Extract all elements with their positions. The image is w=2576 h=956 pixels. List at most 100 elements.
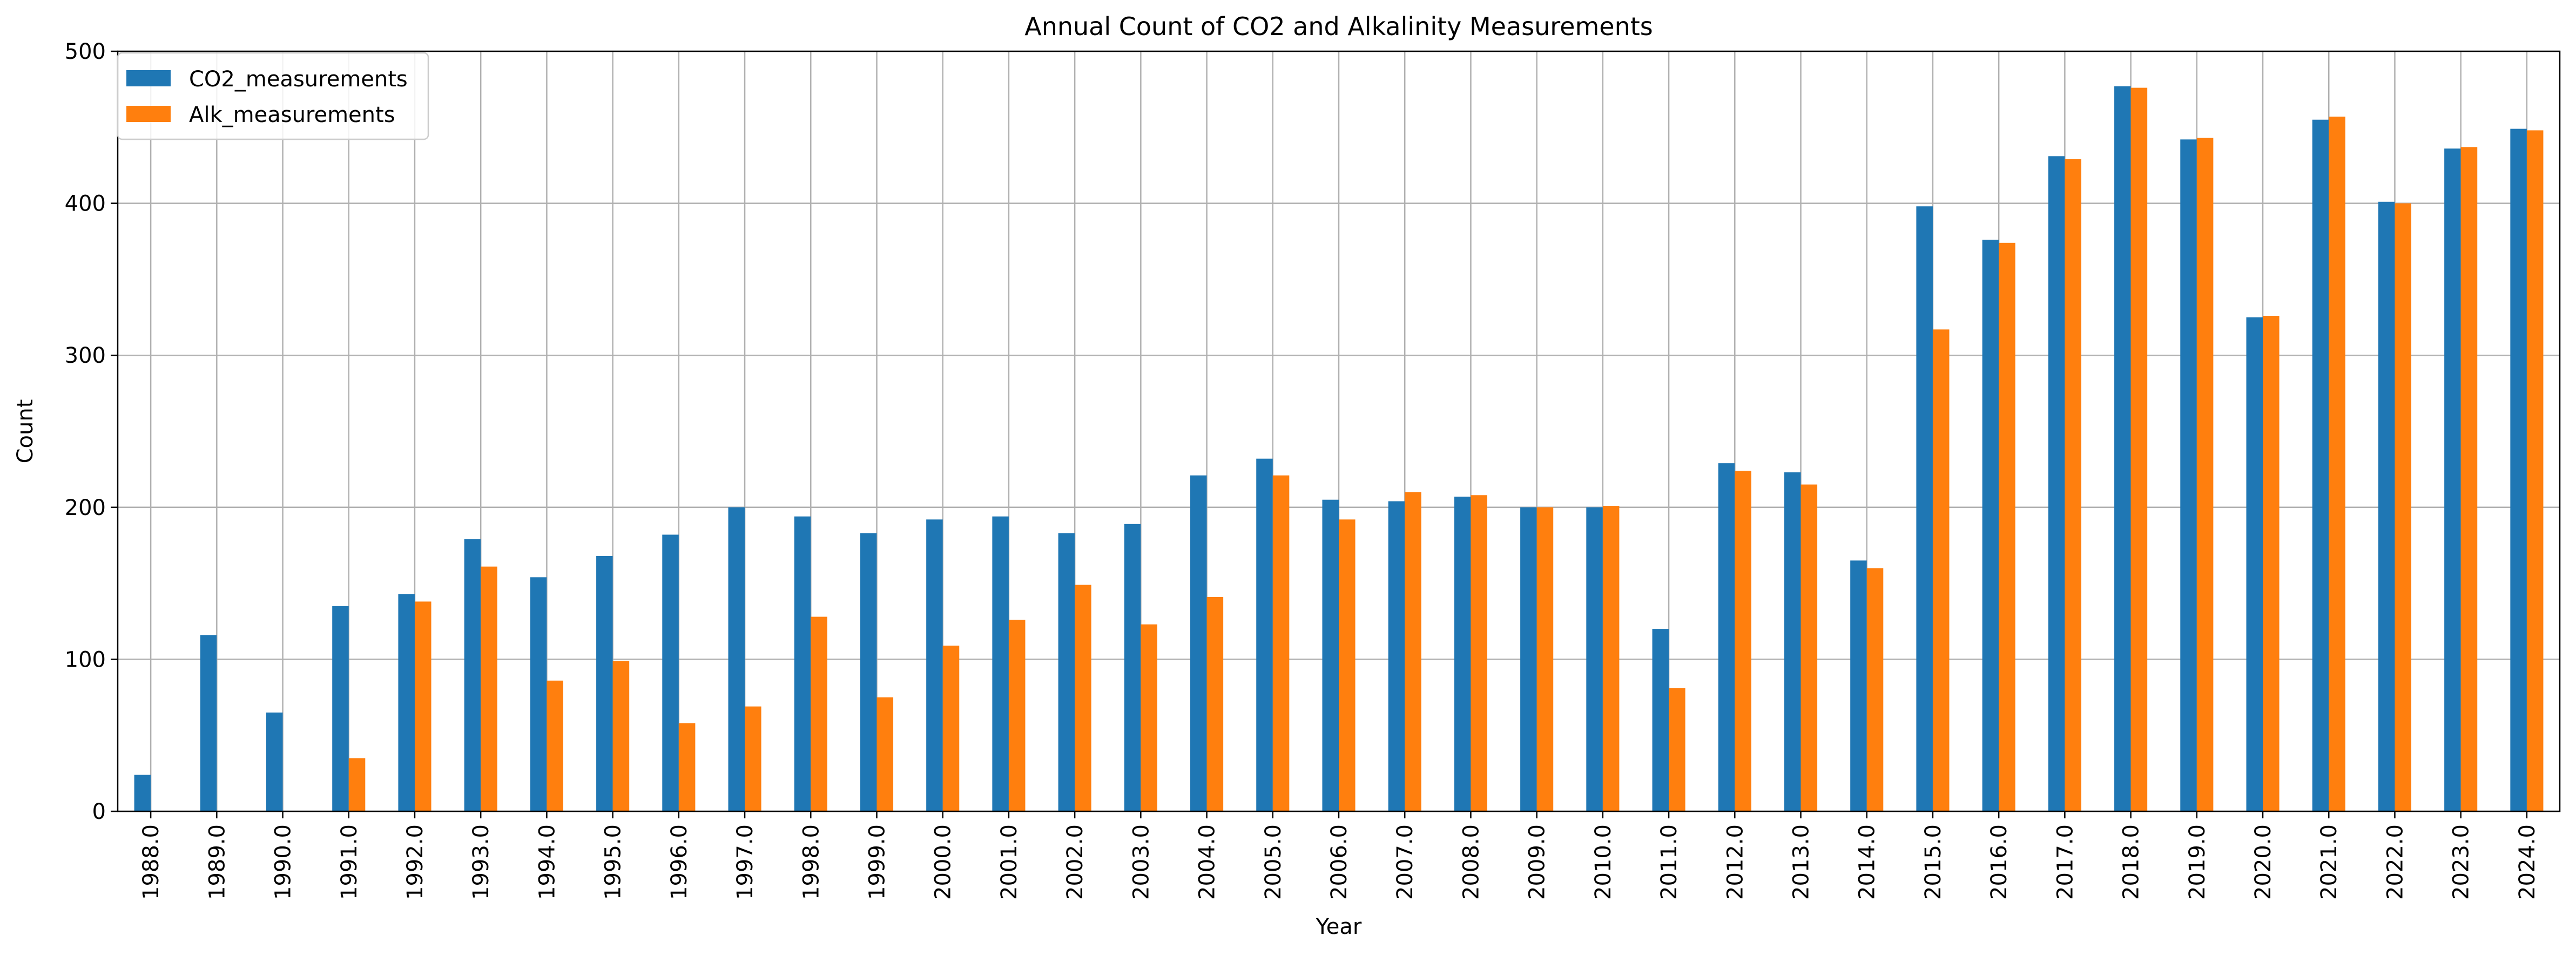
x-tick-label: 2011.0 [1657, 824, 1682, 900]
bar-co2 [1718, 463, 1735, 811]
bar-alk [1206, 596, 1224, 811]
bar-alk [2196, 138, 2214, 812]
bar-co2 [1520, 507, 1537, 811]
y-tick-label: 400 [65, 192, 106, 216]
bar-alk [2395, 203, 2412, 812]
bar-alk [414, 601, 431, 811]
bar-alk [745, 706, 761, 811]
bar-co2 [530, 577, 547, 811]
x-tick-label: 1995.0 [601, 824, 626, 900]
y-tick-label: 200 [65, 496, 106, 520]
chart-title: Annual Count of CO2 and Alkalinity Measu… [1024, 12, 1653, 41]
bar-co2 [1388, 501, 1405, 811]
legend-swatch-co2 [126, 70, 171, 86]
bar-alk [1141, 624, 1157, 811]
legend-label-alk: Alk_measurements [189, 103, 395, 127]
bar-alk [2329, 117, 2345, 811]
bar-alk [1339, 519, 1356, 811]
x-tick-label: 2000.0 [931, 824, 956, 900]
x-tick-label: 2022.0 [2383, 824, 2408, 900]
bar-co2 [728, 507, 745, 811]
bar-co2 [464, 539, 481, 811]
bar-co2 [134, 775, 151, 811]
bar-co2 [1190, 475, 1207, 811]
legend-box [117, 52, 429, 140]
x-tick-label: 2007.0 [1393, 824, 1418, 900]
x-tick-label: 2021.0 [2317, 824, 2342, 900]
x-tick-label: 2023.0 [2449, 824, 2474, 900]
bar-alk [1669, 688, 1685, 811]
x-tick-label: 2003.0 [1129, 824, 1154, 900]
y-tick-label: 500 [65, 39, 106, 64]
bar-co2 [794, 516, 811, 811]
bar-alk [1075, 585, 1091, 811]
x-tick-label: 2001.0 [997, 824, 1022, 900]
bar-co2 [992, 516, 1009, 811]
x-tick-label: 2004.0 [1195, 824, 1220, 900]
bar-co2 [2180, 139, 2197, 811]
x-tick-label: 1991.0 [337, 824, 362, 900]
x-tick-label: 2018.0 [2119, 824, 2144, 900]
bar-alk [1272, 475, 1290, 811]
bar-co2 [2114, 86, 2131, 811]
y-axis-label: Count [13, 399, 38, 464]
bar-co2 [2444, 148, 2461, 811]
bar-co2 [200, 635, 217, 811]
x-tick-label: 2012.0 [1723, 824, 1748, 900]
x-tick-label: 2024.0 [2515, 824, 2540, 900]
bar-co2 [2312, 119, 2329, 812]
bar-co2 [266, 712, 283, 811]
x-axis-label: Year [1316, 914, 1362, 939]
bar-alk [1471, 495, 1487, 811]
x-tick-label: 2006.0 [1327, 824, 1352, 900]
legend: CO2_measurements Alk_measurements [117, 52, 429, 140]
x-tick-label: 1999.0 [865, 824, 889, 900]
bar-co2 [1850, 560, 1867, 811]
x-tick-label: 2017.0 [2053, 824, 2078, 900]
bar-co2 [1784, 472, 1801, 811]
y-tick-label: 300 [65, 343, 106, 368]
x-tick-label: 2005.0 [1261, 824, 1286, 900]
bar-co2 [2246, 317, 2263, 811]
bar-alk [811, 616, 827, 811]
bar-alk [2263, 315, 2280, 811]
bar-co2 [1982, 240, 1999, 812]
bar-co2 [1916, 206, 1933, 812]
bar-co2 [1586, 507, 1603, 811]
bar-co2 [332, 606, 349, 811]
bar-co2 [1652, 629, 1669, 811]
bar-alk [678, 723, 696, 811]
bar-alk [481, 566, 497, 811]
bar-alk [1405, 492, 1421, 811]
y-tick-label: 100 [65, 647, 106, 672]
bar-alk [1800, 484, 1818, 811]
bar-co2 [1322, 499, 1339, 811]
bar-co2 [2048, 156, 2065, 812]
bar-alk [1932, 329, 1950, 811]
bar-alk [1866, 568, 1884, 811]
x-tick-label: 2019.0 [2185, 824, 2210, 900]
x-tick-label: 1992.0 [403, 824, 428, 900]
x-tick-label: 2020.0 [2251, 824, 2276, 900]
bar-co2 [1058, 533, 1075, 811]
bar-alk [1536, 507, 1554, 811]
x-tick-label: 1989.0 [205, 824, 230, 900]
bar-alk [348, 758, 366, 811]
bar-alk [547, 680, 563, 811]
x-tick-label: 2002.0 [1063, 824, 1088, 900]
bar-alk [876, 697, 894, 811]
x-tick-label: 1993.0 [469, 824, 494, 900]
x-tick-label: 1988.0 [139, 824, 164, 900]
bar-co2 [2510, 128, 2527, 812]
bar-co2 [926, 519, 943, 811]
bar-alk [1602, 505, 1620, 811]
x-tick-label: 2014.0 [1855, 824, 1880, 900]
bar-alk [612, 661, 630, 811]
bar-co2 [1454, 497, 1471, 811]
bar-alk [1735, 471, 1751, 811]
x-tick-label: 2015.0 [1921, 824, 1946, 900]
legend-label-co2: CO2_measurements [189, 67, 408, 92]
x-tick-label: 1996.0 [667, 824, 692, 900]
bar-co2 [662, 534, 679, 811]
